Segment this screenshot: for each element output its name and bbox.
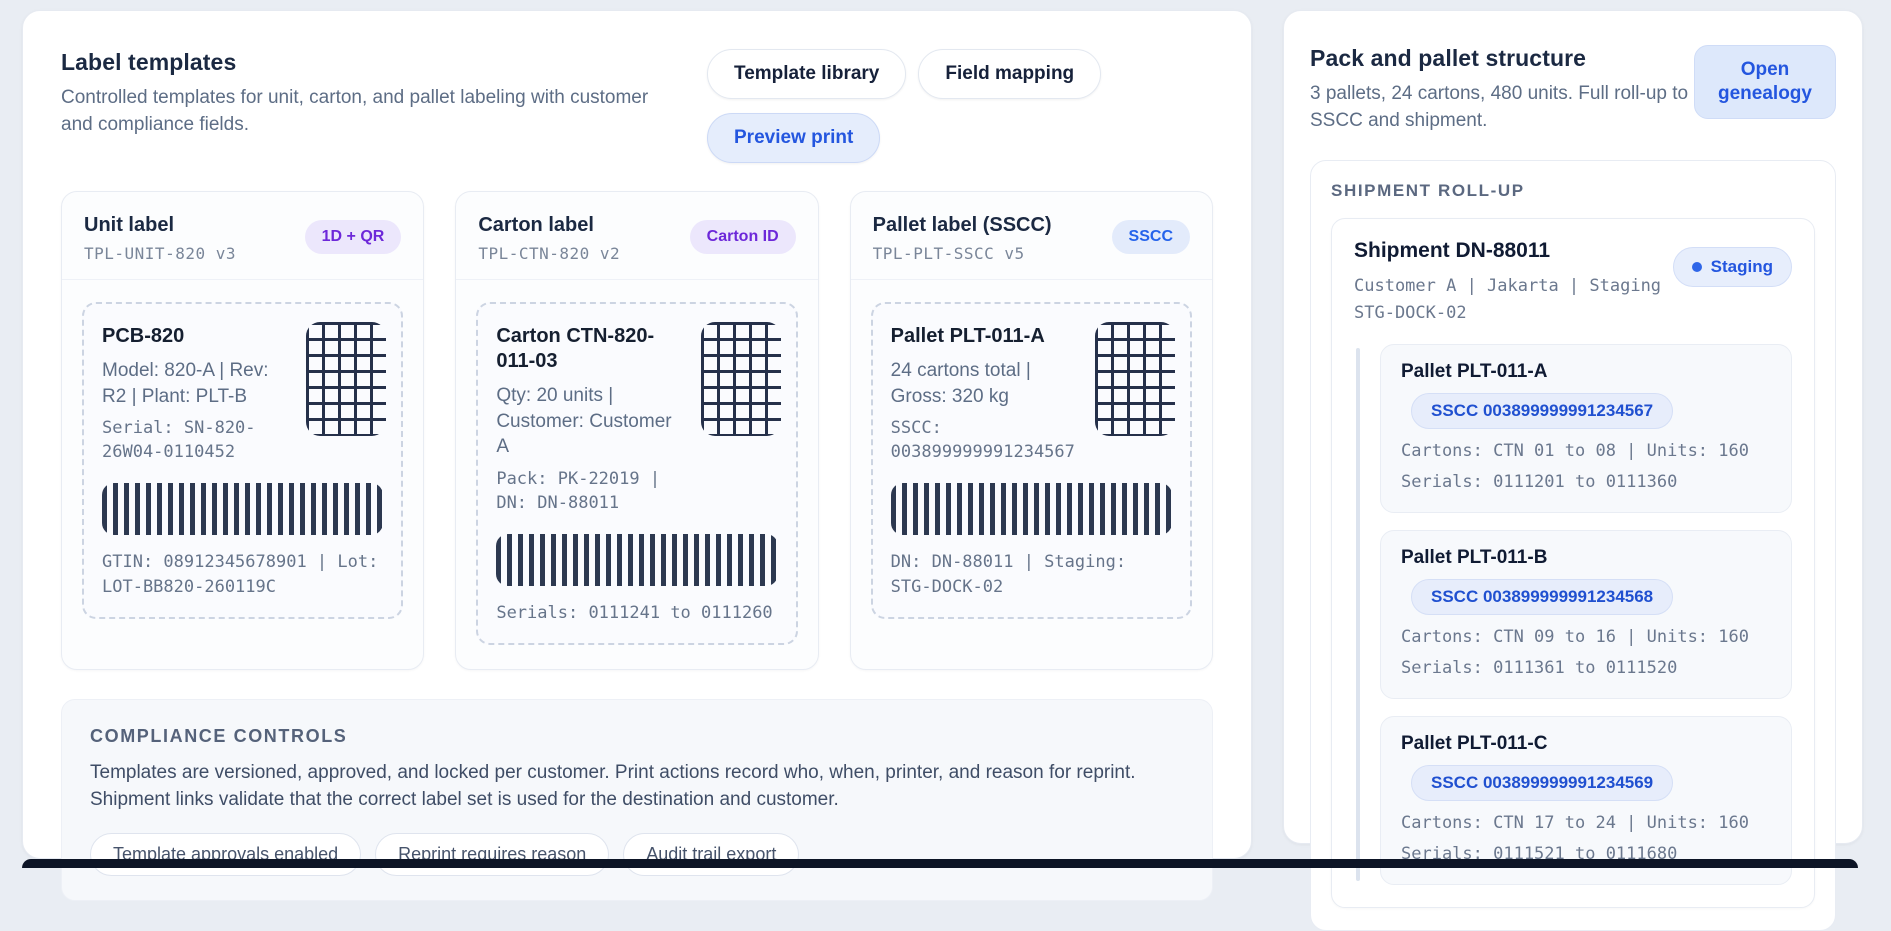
template-badge: SSCC [1111,220,1190,254]
compliance-body: Templates are versioned, approved, and l… [90,762,1136,811]
template-name-block: Unit label TPL-UNIT-820 v3 [84,214,236,263]
pallet-card-b: Pallet PLT-011-B SSCC 003899999991234568… [1380,529,1792,699]
page-layout: Label templates Controlled templates for… [22,10,1863,931]
label-preview: Pallet PLT-011-A 24 cartons total | Gros… [870,302,1192,620]
template-code: TPL-UNIT-820 v3 [84,244,236,263]
preview-footer: DN: DN-88011 | Staging: STG-DOCK-02 [890,551,1127,597]
pallet-serials: Serials: 0111201 to 0111360 [1401,471,1678,492]
pack-pallet-panel: Pack and pallet structure 3 pallets, 24 … [1283,10,1863,931]
label-templates-panel: Label templates Controlled templates for… [22,10,1252,902]
pack-pallet-subtitle: 3 pallets, 24 cartons, 480 units. Full r… [1310,83,1689,131]
shipment-meta: Customer A | Jakarta | Staging STG-DOCK-… [1354,276,1662,323]
template-card-unit: Unit label TPL-UNIT-820 v3 1D + QR PCB-8… [61,191,425,671]
pallet-serials: Serials: 0111521 to 0111680 [1401,843,1678,864]
pack-pallet-title: Pack and pallet structure [1310,45,1587,71]
barcode-icon [102,482,384,535]
preview-title: Carton CTN-820-011-03 [496,325,655,372]
status-badge: Staging [1672,247,1792,288]
preview-print-button[interactable]: Preview print [707,113,881,163]
preview-footer: Serials: 0111241 to 0111260 [496,602,773,623]
preview-title: Pallet PLT-011-A [890,325,1045,347]
pallet-card-a: Pallet PLT-011-A SSCC 003899999991234567… [1380,343,1792,513]
preview-serial: Serial: SN-820-26W04-0110452 [102,418,256,463]
template-grid: Unit label TPL-UNIT-820 v3 1D + QR PCB-8… [61,191,1213,671]
header-actions: Template library Field mapping Preview p… [707,49,1119,163]
shipment-card: Shipment DN-88011 Customer A | Jakarta |… [1331,218,1815,908]
qr-code-icon [700,322,781,436]
barcode-icon [496,533,778,586]
compliance-chip-reprint[interactable]: Reprint requires reason [375,833,610,877]
preview-sscc: SSCC: 003899999991234567 [890,418,1075,463]
pallet-zone: Pallet PLT-011-A SSCC 003899999991234567… [1354,343,1792,885]
preview-pack: Pack: PK-22019 | DN: DN-88011 [496,468,661,513]
bottom-panel-edge [22,859,1858,868]
pallet-title: Pallet PLT-011-B [1401,546,1548,568]
compliance-chip-row: Template approvals enabled Reprint requi… [90,833,1184,877]
pallet-list: Pallet PLT-011-A SSCC 003899999991234567… [1380,343,1792,885]
page-title: Label templates [61,49,237,75]
template-name: Carton label [478,214,594,236]
label-templates-heading-block: Label templates Controlled templates for… [61,49,681,138]
template-name-block: Carton label TPL-CTN-820 v2 [478,214,620,263]
shipment-rollup-section: SHIPMENT ROLL-UP Shipment DN-88011 Custo… [1310,160,1836,931]
template-card-body: Pallet PLT-011-A 24 cartons total | Gros… [851,280,1212,643]
qr-code-icon [306,322,387,436]
pallet-serials: Serials: 0111361 to 0111520 [1401,657,1678,678]
panel-subtitle: Controlled templates for unit, carton, a… [61,87,649,135]
template-card-carton: Carton label TPL-CTN-820 v2 Carton ID Ca… [455,191,819,671]
template-card-body: PCB-820 Model: 820-A | Rev: R2 | Plant: … [62,280,423,643]
template-name: Pallet label (SSCC) [872,214,1052,236]
template-card-header: Carton label TPL-CTN-820 v2 Carton ID [456,192,818,280]
pallet-cartons: Cartons: CTN 01 to 08 | Units: 160 [1401,440,1749,461]
template-card-header: Unit label TPL-UNIT-820 v3 1D + QR [62,192,424,280]
compliance-chip-audit[interactable]: Audit trail export [623,833,800,877]
qr-code-icon [1095,322,1175,436]
pack-pallet-heading-block: Pack and pallet structure 3 pallets, 24 … [1310,45,1692,134]
preview-footer: GTIN: 08912345678901 | Lot: LOT-BB820-26… [102,551,379,597]
template-name: Unit label [84,214,175,236]
pallet-title: Pallet PLT-011-C [1401,732,1548,754]
sscc-badge: SSCC 003899999991234568 [1411,578,1674,615]
status-dot-icon [1691,262,1702,273]
template-library-button[interactable]: Template library [707,49,907,99]
template-badge: Carton ID [689,220,796,254]
shipment-card-header: Shipment DN-88011 Customer A | Jakarta |… [1354,239,1792,326]
pallet-cartons: Cartons: CTN 09 to 16 | Units: 160 [1401,626,1749,647]
label-preview-text: Carton CTN-820-011-03 Qty: 20 units | Cu… [496,324,777,516]
template-name-block: Pallet label (SSCC) TPL-PLT-SSCC v5 [873,214,1052,263]
compliance-heading: COMPLIANCE CONTROLS [90,726,348,747]
field-mapping-button[interactable]: Field mapping [918,49,1102,99]
shipment-title-block: Shipment DN-88011 Customer A | Jakarta |… [1354,239,1673,326]
label-preview-text: PCB-820 Model: 820-A | Rev: R2 | Plant: … [102,324,383,465]
template-code: TPL-PLT-SSCC v5 [872,244,1025,263]
shipment-title: Shipment DN-88011 [1354,239,1551,263]
preview-meta: Model: 820-A | Rev: R2 | Plant: PLT-B [102,360,269,407]
pallet-card-c: Pallet PLT-011-C SSCC 003899999991234569… [1380,715,1792,885]
preview-meta: 24 cartons total | Gross: 320 kg [890,360,1031,407]
open-genealogy-button[interactable]: Open genealogy [1694,45,1836,119]
template-card-body: Carton CTN-820-011-03 Qty: 20 units | Cu… [456,280,817,669]
preview-title: PCB-820 [102,325,185,347]
label-preview: PCB-820 Model: 820-A | Rev: R2 | Plant: … [82,302,404,620]
template-card-pallet: Pallet label (SSCC) TPL-PLT-SSCC v5 SSCC… [849,191,1213,671]
pallet-cartons: Cartons: CTN 17 to 24 | Units: 160 [1401,812,1749,833]
label-templates-header: Label templates Controlled templates for… [61,49,1213,163]
label-preview-text: Pallet PLT-011-A 24 cartons total | Gros… [891,324,1172,465]
compliance-chip-approvals[interactable]: Template approvals enabled [90,833,362,877]
template-badge: 1D + QR [304,220,402,254]
timeline-rail [1356,347,1360,881]
pack-pallet-header: Pack and pallet structure 3 pallets, 24 … [1310,45,1836,134]
pallet-title: Pallet PLT-011-A [1401,360,1548,382]
barcode-icon [890,482,1172,535]
status-label: Staging [1710,257,1773,277]
template-card-header: Pallet label (SSCC) TPL-PLT-SSCC v5 SSCC [850,192,1212,280]
label-preview: Carton CTN-820-011-03 Qty: 20 units | Cu… [476,302,798,646]
sscc-badge: SSCC 003899999991234569 [1411,764,1674,801]
preview-meta: Qty: 20 units | Customer: Customer A [496,385,672,458]
template-code: TPL-CTN-820 v2 [478,244,621,263]
compliance-controls-section: COMPLIANCE CONTROLS Templates are versio… [61,699,1213,902]
rollup-heading: SHIPMENT ROLL-UP [1331,181,1525,201]
sscc-badge: SSCC 003899999991234567 [1411,392,1674,429]
